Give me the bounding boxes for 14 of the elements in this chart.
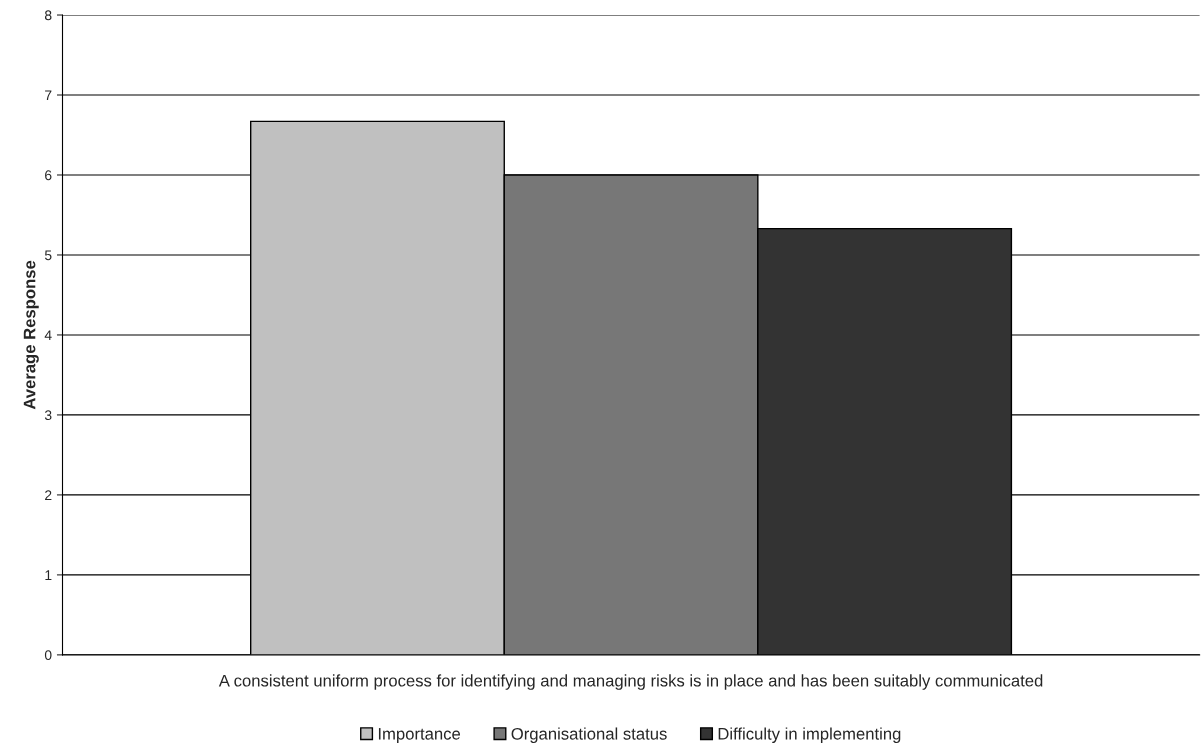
y-tick-label: 6: [45, 170, 52, 181]
y-axis-title: Average Response: [23, 260, 39, 410]
y-tick-label: 0: [44, 650, 52, 661]
y-tick-label: 3: [44, 410, 52, 421]
y-tick-label: 4: [44, 330, 52, 340]
x-tick-label: A consistent uniform process for identifying and managing risks is in place and has been suitably communicated: [218, 674, 1043, 690]
y-tick-label: 7: [45, 90, 52, 101]
y-tick-label: 8: [44, 10, 52, 21]
legend-label: Importance: [378, 728, 461, 743]
y-tick-label: 2: [45, 490, 52, 500]
legend-label: Difficulty in implementing: [718, 727, 901, 743]
y-tick-label: 5: [44, 250, 52, 261]
legend-label: Organisational status: [511, 727, 667, 743]
y-tick-label: 1: [45, 570, 52, 580]
